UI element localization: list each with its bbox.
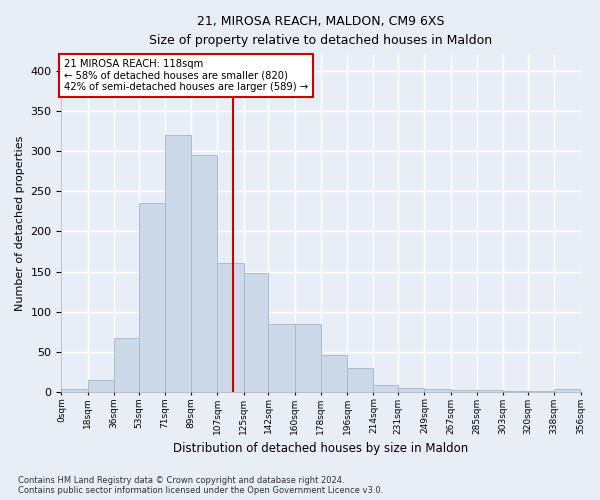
Bar bbox=[114, 338, 139, 392]
Text: 21 MIROSA REACH: 118sqm
← 58% of detached houses are smaller (820)
42% of semi-d: 21 MIROSA REACH: 118sqm ← 58% of detache… bbox=[64, 59, 308, 92]
Bar bbox=[88, 380, 114, 392]
Bar bbox=[244, 273, 268, 392]
Bar bbox=[554, 390, 580, 392]
Bar bbox=[477, 390, 503, 392]
Bar bbox=[451, 390, 477, 392]
Bar bbox=[61, 390, 88, 392]
Bar bbox=[528, 391, 554, 392]
Bar bbox=[165, 136, 191, 392]
Bar bbox=[503, 391, 528, 392]
Bar bbox=[191, 156, 217, 392]
Bar bbox=[268, 324, 295, 392]
Bar bbox=[424, 388, 451, 392]
Bar bbox=[217, 264, 244, 392]
Bar bbox=[321, 355, 347, 392]
Bar bbox=[347, 368, 373, 392]
Title: 21, MIROSA REACH, MALDON, CM9 6XS
Size of property relative to detached houses i: 21, MIROSA REACH, MALDON, CM9 6XS Size o… bbox=[149, 15, 493, 47]
X-axis label: Distribution of detached houses by size in Maldon: Distribution of detached houses by size … bbox=[173, 442, 469, 455]
Bar bbox=[398, 388, 424, 392]
Bar bbox=[295, 324, 321, 392]
Text: Contains HM Land Registry data © Crown copyright and database right 2024.
Contai: Contains HM Land Registry data © Crown c… bbox=[18, 476, 383, 495]
Bar bbox=[373, 386, 398, 392]
Y-axis label: Number of detached properties: Number of detached properties bbox=[15, 136, 25, 311]
Bar bbox=[139, 204, 165, 392]
